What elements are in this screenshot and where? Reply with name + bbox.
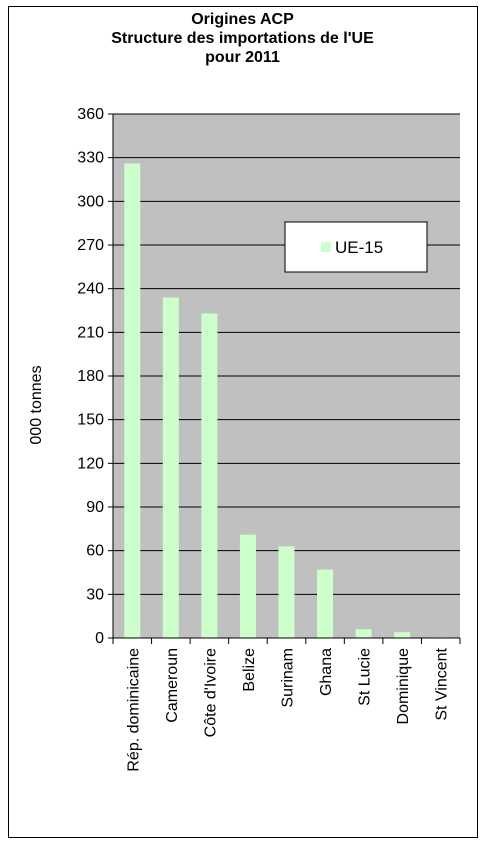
y-tick-label: 0	[95, 630, 104, 647]
legend-label: UE-15	[335, 238, 383, 257]
bar	[239, 534, 256, 638]
y-tick-label: 330	[77, 150, 104, 167]
legend-box	[284, 221, 428, 273]
x-tick-label: St Vincent	[434, 647, 451, 720]
y-tick-label: 360	[77, 106, 104, 123]
chart-title-line-1: Origines ACP	[191, 11, 294, 28]
x-tick-labels: Rép. dominicaine Cameroun Côte d'Ivoire Bel…	[125, 647, 450, 771]
bar	[124, 163, 141, 638]
chart-title-line-3: pour 2011	[205, 49, 280, 66]
legend: UE-15	[284, 221, 428, 273]
y-tick-label: 150	[77, 412, 104, 429]
bar	[162, 297, 179, 638]
axes	[108, 113, 461, 644]
y-tick-label: 300	[77, 193, 104, 210]
x-tick-label: Surinam	[280, 648, 297, 708]
y-tick-label: 60	[86, 543, 104, 560]
x-tick-label: Côte d'Ivoire	[202, 648, 219, 737]
bar	[317, 569, 334, 638]
y-tick-label: 180	[77, 368, 104, 385]
y-tick-label: 270	[77, 237, 104, 254]
y-tick-label: 210	[77, 324, 104, 341]
y-tick-labels: 0 30 60 90 120 150 180 210 240 270 300 330 360	[77, 106, 104, 647]
y-tick-label: 90	[86, 499, 104, 516]
x-tick-label: Ghana	[318, 648, 335, 696]
y-axis-title: 000 tonnes	[28, 365, 45, 444]
bar	[394, 632, 411, 638]
x-tick-label: Rép. dominicaine	[125, 648, 142, 772]
y-tick-label: 120	[77, 455, 104, 472]
chart-title: Origines ACP Structure des importations …	[0, 10, 485, 67]
bar	[355, 629, 372, 638]
bar	[278, 546, 295, 638]
bar	[201, 313, 218, 638]
bars	[124, 163, 449, 638]
x-tick-label: Cameroun	[164, 648, 181, 723]
x-tick-label: Dominique	[395, 648, 412, 725]
y-tick-label: 240	[77, 281, 104, 298]
x-tick-label: Belize	[241, 648, 258, 692]
chart-title-line-2: Structure des importations de l'UE	[111, 30, 374, 47]
x-tick-label: St Lucie	[357, 648, 374, 706]
legend-swatch	[321, 242, 331, 252]
y-tick-label: 30	[86, 586, 104, 603]
